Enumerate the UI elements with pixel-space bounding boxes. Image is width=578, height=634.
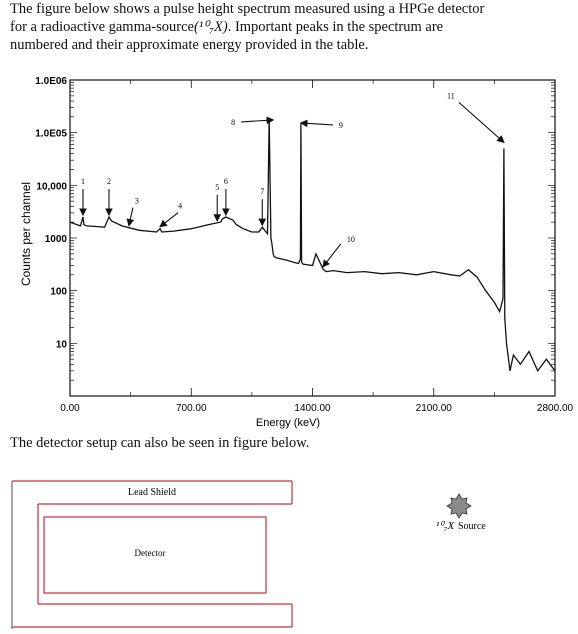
detector-box bbox=[43, 516, 267, 594]
peak-annotations: 1 2 3 4 56 7 8 9 10 11 bbox=[79, 91, 505, 268]
x-tick-label: 0.00 bbox=[60, 403, 80, 414]
x-tick-label: 2100.00 bbox=[416, 403, 453, 414]
peak-arrow bbox=[299, 119, 333, 128]
plot-frame bbox=[69, 79, 556, 397]
intro-line-2-pre: for a radioactive gamma-source bbox=[10, 19, 194, 35]
peak-label: 8 bbox=[231, 118, 235, 127]
x-tick-label: 2800.00 bbox=[537, 403, 574, 414]
peak-label: 9 bbox=[339, 121, 343, 130]
y-tick-label: 100 bbox=[50, 287, 67, 298]
intro-paragraph: The figure below shows a pulse height sp… bbox=[10, 0, 570, 54]
peak-label: 10 bbox=[347, 235, 355, 244]
peak-label: 6 bbox=[224, 177, 228, 186]
peak-label: 2 bbox=[107, 177, 111, 186]
peak-label: 11 bbox=[447, 91, 455, 100]
spectrum-chart: 10 100 1000 10,000 1.0E05 1.0E06 0.00 700.00 140… bbox=[19, 76, 574, 429]
peak-label: 7 bbox=[260, 187, 264, 196]
detector-label: Detector bbox=[135, 548, 166, 558]
y-tick-label: 10 bbox=[56, 339, 68, 350]
peak-label: 4 bbox=[178, 202, 182, 211]
source-icon bbox=[446, 493, 472, 519]
peak-arrow bbox=[458, 101, 505, 144]
intro-line-1: The figure below shows a pulse height sp… bbox=[10, 1, 485, 17]
peak-label: 5 bbox=[215, 183, 219, 192]
peak-arrow bbox=[322, 243, 342, 268]
peak-arrow bbox=[241, 116, 275, 125]
x-tick-label: 1400.00 bbox=[294, 403, 331, 414]
plot-border bbox=[69, 79, 556, 397]
intro-line-3: numbered and their approximate energy pr… bbox=[10, 37, 369, 53]
peak-label: 3 bbox=[135, 197, 139, 206]
source-formula: (¹⁰₇X) bbox=[193, 19, 228, 35]
y-axis-label: Counts per channel bbox=[19, 182, 33, 286]
intro-line-2-post: . Important peaks in the spectrum are bbox=[227, 19, 444, 35]
y-tick-label: 1000 bbox=[45, 234, 68, 245]
peak-arrow bbox=[159, 212, 179, 228]
peak-arrow bbox=[126, 207, 135, 227]
axis-ticks: 10 100 1000 10,000 1.0E05 1.0E06 0.00 700.00 140… bbox=[35, 76, 573, 414]
spectrum-line bbox=[69, 119, 556, 373]
source-label: Source bbox=[458, 521, 486, 532]
peak-label: 1 bbox=[81, 177, 85, 186]
x-axis-label: Energy (keV) bbox=[256, 417, 320, 429]
source-formula-label: ¹⁰₇X bbox=[436, 520, 456, 532]
y-tick-label: 10,000 bbox=[36, 181, 67, 192]
lead-shield-label: Lead Shield bbox=[128, 487, 176, 498]
setup-paragraph: The detector setup can also be seen in f… bbox=[10, 435, 310, 451]
x-tick-label: 700.00 bbox=[176, 403, 207, 414]
y-tick-label: 1.0E05 bbox=[35, 129, 67, 140]
y-tick-label: 1.0E06 bbox=[35, 76, 67, 87]
detector-setup-figure: Lead Shield Detector ¹⁰₇X Source bbox=[11, 480, 486, 629]
